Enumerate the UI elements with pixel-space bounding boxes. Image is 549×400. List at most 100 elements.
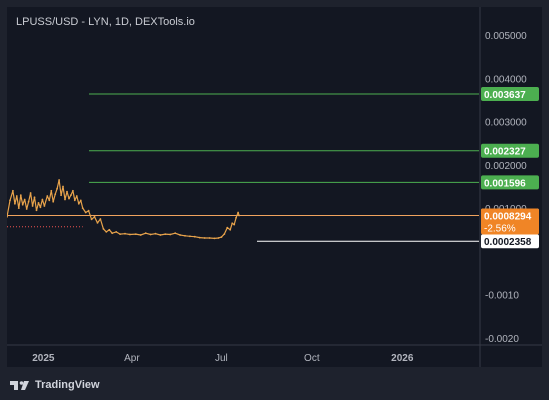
price-point-70 <box>220 236 223 239</box>
price-point-75 <box>233 223 236 226</box>
brand[interactable]: TradingView <box>9 378 100 392</box>
price-point-18 <box>43 205 46 207</box>
price-series-line <box>7 179 240 239</box>
brand-name: TradingView <box>35 379 100 391</box>
price-point-67 <box>208 237 211 239</box>
price-point-57 <box>159 234 162 236</box>
price-point-33 <box>73 199 76 202</box>
y-tick-label-0: 0.005000 <box>485 31 527 42</box>
chart-title: LPUSS/USD - LYN, 1D, DEXTools.io <box>16 16 195 28</box>
price-point-20 <box>48 199 51 202</box>
price-point-53 <box>139 234 142 236</box>
price-point-8 <box>23 198 26 201</box>
price-point-56 <box>154 232 157 235</box>
level-badge-label-2: 0.001596 <box>484 178 526 189</box>
price-point-38 <box>84 211 87 214</box>
x-tick-label-0: 2025 <box>32 353 55 364</box>
price-point-25 <box>58 179 60 181</box>
price-point-9 <box>25 208 28 210</box>
y-tick-label-1: 0.004000 <box>485 74 527 85</box>
x-tick-label-1: Apr <box>124 353 140 364</box>
price-badges: 0.0036370.0023270.0015960.00082880.00023… <box>481 86 539 249</box>
price-point-71 <box>223 233 226 236</box>
price-point-36 <box>79 199 82 202</box>
price-point-28 <box>64 198 66 201</box>
series-layer <box>7 179 241 240</box>
price-point-3 <box>14 202 16 205</box>
price-point-7 <box>21 203 24 206</box>
price-point-60 <box>174 232 177 235</box>
price-point-46 <box>108 228 111 231</box>
price-chart[interactable]: 0.0050000.0040000.0030000.0020000.001000… <box>7 7 542 367</box>
time-axis: 2025 Apr Jul Oct 2026 <box>32 353 414 364</box>
price-point-0 <box>7 215 8 218</box>
price-point-26 <box>60 194 62 197</box>
price-point-62 <box>184 234 186 237</box>
x-tick-label-2: Jul <box>215 353 228 364</box>
price-point-23 <box>54 193 57 196</box>
price-point-63 <box>189 235 191 238</box>
level-badge-1 <box>481 143 539 158</box>
price-point-19 <box>46 195 49 197</box>
price-point-49 <box>119 233 121 236</box>
price-point-5 <box>17 207 20 210</box>
price-point-66 <box>203 237 206 239</box>
price-point-16 <box>39 206 42 209</box>
price-point-55 <box>149 233 152 236</box>
price-point-50 <box>124 232 126 235</box>
level-badge-label-1: 0.002327 <box>484 147 526 158</box>
price-point-45 <box>105 231 108 233</box>
price-point-30 <box>68 197 70 200</box>
x-tick-label-3: Oct <box>304 353 320 364</box>
level-badge-label-0: 0.003637 <box>484 90 526 101</box>
y-tick-label-6: -0.0020 <box>485 334 519 345</box>
price-point-27 <box>62 185 64 188</box>
price-point-51 <box>129 233 131 236</box>
price-point-59 <box>169 233 172 236</box>
last-price-badge <box>481 208 539 235</box>
price-point-4 <box>15 195 18 197</box>
price-point-13 <box>33 196 36 199</box>
price-point-21 <box>50 189 53 192</box>
price-point-37 <box>81 207 84 210</box>
price-point-77 <box>237 211 240 214</box>
price-point-2 <box>12 189 14 192</box>
price-point-39 <box>87 209 90 212</box>
level-badge-0 <box>481 86 539 101</box>
y-tick-label-5: -0.0010 <box>485 291 519 302</box>
level-badge-label-4: 0.0002358 <box>484 237 532 248</box>
price-point-24 <box>56 187 58 190</box>
price-point-32 <box>72 189 74 192</box>
price-point-48 <box>115 231 118 233</box>
price-point-34 <box>75 195 78 197</box>
last-price-change: -2.56% <box>484 224 516 235</box>
price-point-17 <box>41 198 44 201</box>
price-point-40 <box>90 218 93 221</box>
price-point-11 <box>29 192 32 194</box>
price-point-72 <box>226 226 229 229</box>
price-point-14 <box>35 209 38 212</box>
price-point-58 <box>164 233 167 236</box>
price-point-61 <box>179 234 182 236</box>
price-point-47 <box>111 232 114 235</box>
levels-layer <box>7 93 479 242</box>
price-point-52 <box>134 233 137 236</box>
price-point-54 <box>144 232 147 235</box>
price-point-74 <box>231 222 234 225</box>
chart-panel[interactable]: 0.0050000.0040000.0030000.0020000.001000… <box>7 7 542 367</box>
level-badge-2 <box>481 175 539 190</box>
price-point-1 <box>9 199 11 202</box>
price-point-6 <box>19 194 22 197</box>
y-tick-label-3: 0.002000 <box>485 161 527 172</box>
price-point-22 <box>52 200 55 203</box>
price-point-10 <box>27 200 30 203</box>
x-tick-label-4: 2026 <box>391 353 414 364</box>
price-point-35 <box>77 202 80 205</box>
y-tick-label-2: 0.003000 <box>485 118 527 129</box>
price-point-76 <box>235 216 238 219</box>
price-point-31 <box>70 194 72 197</box>
level-badge-4 <box>481 234 539 249</box>
price-point-68 <box>213 237 216 240</box>
price-point-15 <box>37 202 40 204</box>
